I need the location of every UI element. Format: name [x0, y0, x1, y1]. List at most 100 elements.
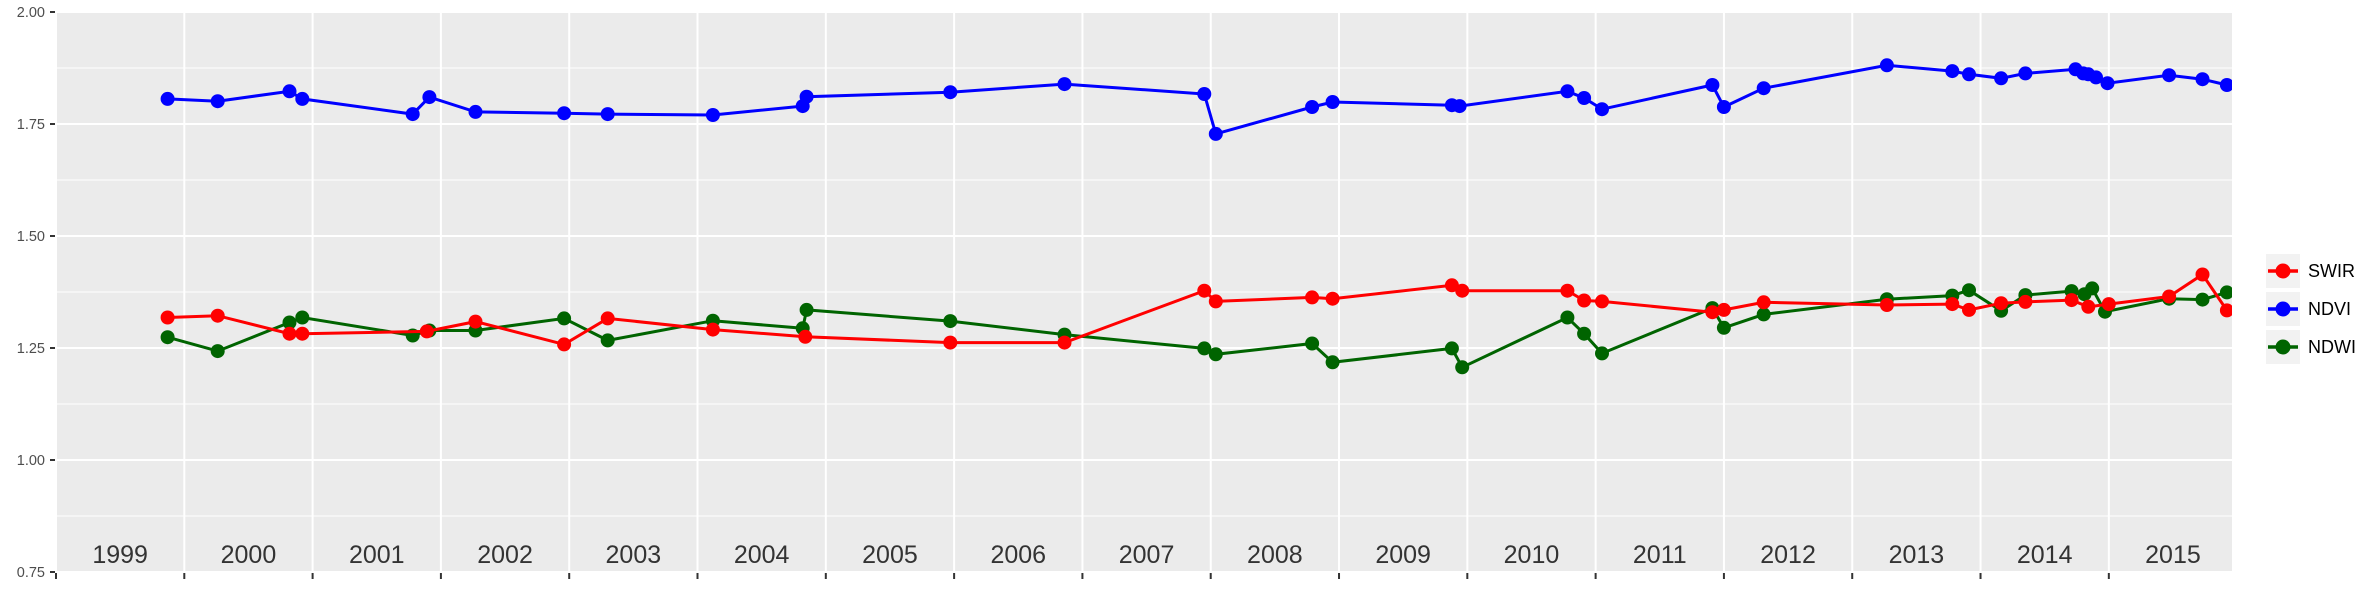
series-ndvi-point: [1595, 102, 1609, 117]
legend-key-ndvi-icon: [2266, 292, 2300, 326]
series-ndvi-point: [2018, 66, 2033, 81]
legend-item-ndvi: NDVI: [2266, 292, 2356, 326]
x-axis-tick-label: 2011: [1633, 541, 1687, 569]
series-ndwi-point: [2085, 281, 2100, 296]
series-swir-point: [1560, 283, 1575, 298]
axis-ticks: [50, 11, 2110, 579]
legend-label-ndwi: NDWI: [2308, 337, 2356, 357]
series-ndwi: [160, 281, 2232, 375]
series-swir-point: [798, 329, 813, 344]
legend-item-ndwi: NDWI: [2266, 330, 2356, 364]
series-ndvi-point: [405, 107, 420, 122]
series-ndvi-point: [160, 91, 175, 106]
series-swir-point: [2219, 303, 2232, 318]
series-swir-point: [1595, 294, 1609, 309]
series-ndvi-point: [210, 94, 225, 109]
gridlines: [55, 11, 2232, 573]
series-ndvi-point: [295, 91, 310, 106]
series-ndwi-point: [1444, 341, 1459, 356]
series-swir-point: [1756, 295, 1771, 310]
series-swir-point: [1879, 298, 1894, 312]
x-axis-tick-label: 2009: [1375, 541, 1431, 569]
y-axis-tick-label: 2.00: [17, 5, 45, 21]
series-swir-point: [1444, 278, 1459, 293]
series-swir-point: [468, 314, 483, 329]
series-ndwi-point: [1197, 341, 1212, 356]
series-swir-point: [1197, 283, 1212, 298]
series-ndvi-point: [468, 104, 483, 119]
series-ndvi-point: [943, 85, 958, 100]
series-swir-point: [1208, 294, 1223, 309]
series-ndwi-point: [1716, 320, 1731, 335]
y-axis-tick-label: 0.75: [17, 565, 45, 581]
series-swir-point: [1962, 302, 1976, 317]
y-axis-labels: 0.75 1.00 1.25 1.50 1.75 2.00: [17, 5, 45, 581]
series-ndvi-point: [2162, 68, 2177, 83]
x-axis-tick-label: 2013: [1889, 541, 1945, 569]
series-ndvi-point: [1057, 77, 1072, 92]
series-swir-point: [295, 326, 310, 341]
series-swir-point: [2064, 293, 2079, 308]
x-axis-tick-label: 2004: [734, 541, 790, 569]
series-ndwi-point: [1455, 360, 1470, 375]
series-swir-point: [943, 335, 958, 350]
series-ndvi-point: [2089, 70, 2103, 85]
series-swir-point: [2195, 267, 2210, 282]
series-ndwi-point: [600, 333, 615, 348]
series-ndwi-point: [799, 302, 814, 317]
x-axis-labels: 1999 2000 2001 2002 2003 2004 2005 2006 2007 2008…: [92, 541, 2200, 569]
series-ndvi-point: [1879, 58, 1894, 73]
x-axis-tick-label: 2006: [990, 541, 1046, 569]
series-swir-point: [1057, 335, 1072, 350]
x-axis-tick-label: 2012: [1760, 541, 1816, 569]
series-ndwi-point: [295, 310, 310, 325]
legend-key-ndwi-icon: [2266, 330, 2300, 364]
series-ndwi-point: [1305, 336, 1320, 351]
series-swir-point: [210, 308, 225, 323]
series-ndvi-point: [1705, 78, 1720, 92]
series-ndvi-point: [282, 84, 297, 99]
series-ndwi-line: [167, 286, 2228, 370]
series-ndwi-point: [1208, 347, 1223, 362]
legend-item-swir: SWIR: [2266, 254, 2356, 288]
series-swir: [160, 267, 2232, 352]
series-ndwi-point: [943, 314, 958, 329]
series-ndvi-point: [1756, 81, 1771, 96]
legend-swatch-ndvi: [2268, 301, 2298, 317]
series-ndwi-point: [2219, 285, 2232, 300]
series-swir-point: [1325, 291, 1340, 306]
y-axis-tick-label: 1.00: [17, 453, 45, 469]
x-axis-tick-label: 2000: [221, 541, 277, 569]
series-ndvi-point: [422, 90, 437, 105]
series-swir-point: [2018, 294, 2033, 309]
series-swir-point: [1705, 305, 1720, 320]
x-axis-tick-label: 2008: [1247, 541, 1303, 569]
series-ndwi-point: [1577, 326, 1592, 341]
x-axis-tick-label: 2015: [2145, 541, 2201, 569]
series-swir-point: [1945, 297, 1960, 312]
series-ndvi-point: [1208, 126, 1223, 141]
x-axis-tick-label: 2003: [606, 541, 662, 569]
series-ndwi-point: [1595, 346, 1609, 361]
legend-swatch-ndwi: [2268, 339, 2298, 355]
series-swir-point: [1994, 296, 2009, 311]
series-swir-point: [419, 324, 434, 339]
series-swir-point: [2162, 289, 2177, 304]
series-ndvi-point: [1197, 87, 1212, 101]
series-ndwi-point: [2195, 292, 2210, 307]
series-swir-point: [1305, 290, 1320, 305]
series-swir-point: [705, 322, 720, 337]
series-swir-point: [282, 326, 297, 341]
series-ndwi-point: [1962, 283, 1976, 298]
series-swir-point: [2081, 299, 2096, 314]
series-ndvi-point: [600, 107, 615, 122]
series-layer: [160, 58, 2232, 375]
series-ndvi-point: [705, 108, 720, 122]
series-ndvi-point: [2195, 72, 2210, 87]
series-ndvi-point: [2100, 76, 2115, 91]
series-ndvi-point: [1994, 71, 2009, 86]
legend-swatch-point: [2275, 301, 2291, 317]
series-ndwi-point: [160, 330, 175, 345]
